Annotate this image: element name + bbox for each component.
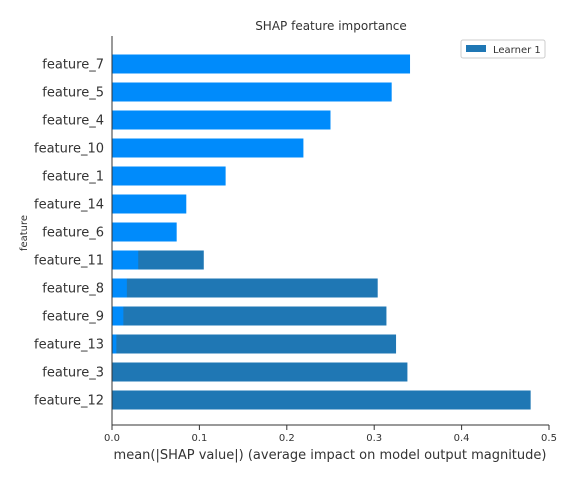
legend-swatch xyxy=(466,45,486,52)
x-tick-label: 0.4 xyxy=(454,433,470,444)
y-tick-label: feature_1 xyxy=(42,170,104,185)
y-tick-label: feature_3 xyxy=(42,366,104,381)
x-tick-label: 0.3 xyxy=(366,433,382,444)
x-tick-label: 0.1 xyxy=(191,433,207,444)
bar-feature_11-series-2 xyxy=(112,250,139,270)
bar-feature_9-series-1 xyxy=(112,306,387,326)
chart-title: SHAP feature importance xyxy=(255,19,407,33)
y-tick-label: feature_9 xyxy=(42,310,104,325)
x-tick-label: 0.0 xyxy=(104,433,120,444)
bar-feature_8-series-1 xyxy=(112,278,378,298)
y-tick-label: feature_4 xyxy=(42,114,104,129)
bar-feature_9-series-2 xyxy=(112,306,124,326)
y-tick-label: feature_8 xyxy=(42,282,104,297)
bar-feature_12-series-1 xyxy=(112,390,531,410)
bar-feature_14-series-2 xyxy=(112,194,187,214)
y-tick-label: feature_12 xyxy=(34,394,104,409)
bar-feature_10-series-2 xyxy=(112,138,304,158)
bar-feature_3-series-1 xyxy=(112,362,408,382)
legend: Learner 1 xyxy=(460,39,546,59)
y-tick-label: feature_5 xyxy=(42,86,104,101)
bar-feature_5-series-2 xyxy=(112,82,392,102)
y-axis-label: feature xyxy=(19,215,30,251)
legend-box xyxy=(460,39,546,59)
bar-feature_8-series-2 xyxy=(112,278,127,298)
bars-group xyxy=(112,54,531,410)
bar-feature_6-series-2 xyxy=(112,222,177,242)
y-tick-labels: feature_7 feature_5 feature_4 feature_10fea… xyxy=(34,58,104,409)
bar-feature_1-series-2 xyxy=(112,166,226,186)
y-tick-label: feature_11 xyxy=(34,254,104,269)
y-tick-label: feature_6 xyxy=(42,226,104,241)
y-tick-label: feature_13 xyxy=(34,338,104,353)
bar-feature_7-series-2 xyxy=(112,54,411,74)
y-tick-label: feature_14 xyxy=(34,198,104,213)
x-axis-label: mean(|SHAP value|) (average impact on mo… xyxy=(114,448,547,463)
x-tick-label: 0.2 xyxy=(279,433,295,444)
bar-feature_13-series-1 xyxy=(112,334,397,354)
x-tick-label: 0.5 xyxy=(541,433,557,444)
y-tick-label: feature_10 xyxy=(34,142,104,157)
bar-feature_13-series-2 xyxy=(112,334,117,354)
y-tick-label: feature_7 xyxy=(42,58,104,73)
bar-feature_4-series-2 xyxy=(112,110,331,130)
x-tick-labels: 0.0 0.1 0.2 0.3 0.4 0.5 xyxy=(104,425,557,444)
legend-label: Learner 1 xyxy=(493,45,541,56)
